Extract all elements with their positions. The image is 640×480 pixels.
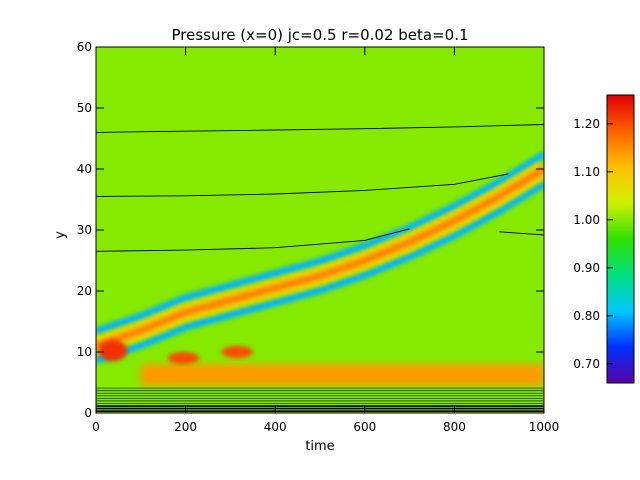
front-upper-trough	[96, 151, 544, 335]
x-tick-label: 800	[443, 420, 466, 434]
colorbar-tick-label: 1.10	[573, 165, 600, 179]
colorbar-tick-label: 1.20	[573, 117, 600, 131]
y-tick-label: 30	[77, 223, 92, 237]
colorbar-frame	[606, 94, 635, 384]
y-tick-label: 0	[84, 406, 92, 420]
contour-line	[96, 228, 410, 252]
hot-spot	[167, 352, 200, 365]
x-axis-ticks: 0 200 400 600 800 1000	[92, 47, 559, 434]
low-warm-band	[140, 364, 544, 386]
heatmap-background	[96, 47, 544, 413]
colorbar: 0.70 0.80 0.90 1.00 1.10 1.20	[573, 94, 635, 384]
x-axis-label: time	[305, 439, 334, 454]
front-core	[96, 166, 544, 350]
plot-area	[96, 47, 544, 413]
y-tick-label: 60	[77, 40, 92, 54]
contour-line	[499, 231, 544, 236]
colorbar-tick-label: 0.80	[573, 309, 600, 323]
colorbar-tick-label: 0.90	[573, 261, 600, 275]
y-tick-label: 40	[77, 162, 92, 176]
y-axis-ticks: 0 10 20 30 40 50 60	[77, 40, 544, 420]
contour-line	[96, 173, 509, 197]
colorbar-tick-label: 1.00	[573, 213, 600, 227]
hot-spot	[98, 339, 128, 362]
front-lower-trough	[96, 180, 544, 364]
x-tick-label: 0	[92, 420, 100, 434]
x-tick-label: 600	[353, 420, 376, 434]
y-tick-label: 10	[77, 345, 92, 359]
x-tick-label: 200	[174, 420, 197, 434]
y-tick-label: 50	[77, 101, 92, 115]
x-tick-label: 1000	[529, 420, 560, 434]
y-tick-label: 20	[77, 284, 92, 298]
colorbar-gradient	[607, 95, 634, 383]
colorbar-ticks: 0.70 0.80 0.90 1.00 1.10 1.20	[573, 117, 613, 371]
contour-lines	[96, 124, 544, 252]
x-tick-label: 400	[264, 420, 287, 434]
colorbar-tick-label: 0.70	[573, 357, 600, 371]
contour-line	[96, 124, 544, 133]
hot-spot	[221, 345, 253, 359]
chart-title: Pressure (x=0) jc=0.5 r=0.02 beta=0.1	[171, 26, 468, 44]
heatmap-field	[96, 151, 544, 412]
y-axis-label: y	[53, 231, 68, 239]
